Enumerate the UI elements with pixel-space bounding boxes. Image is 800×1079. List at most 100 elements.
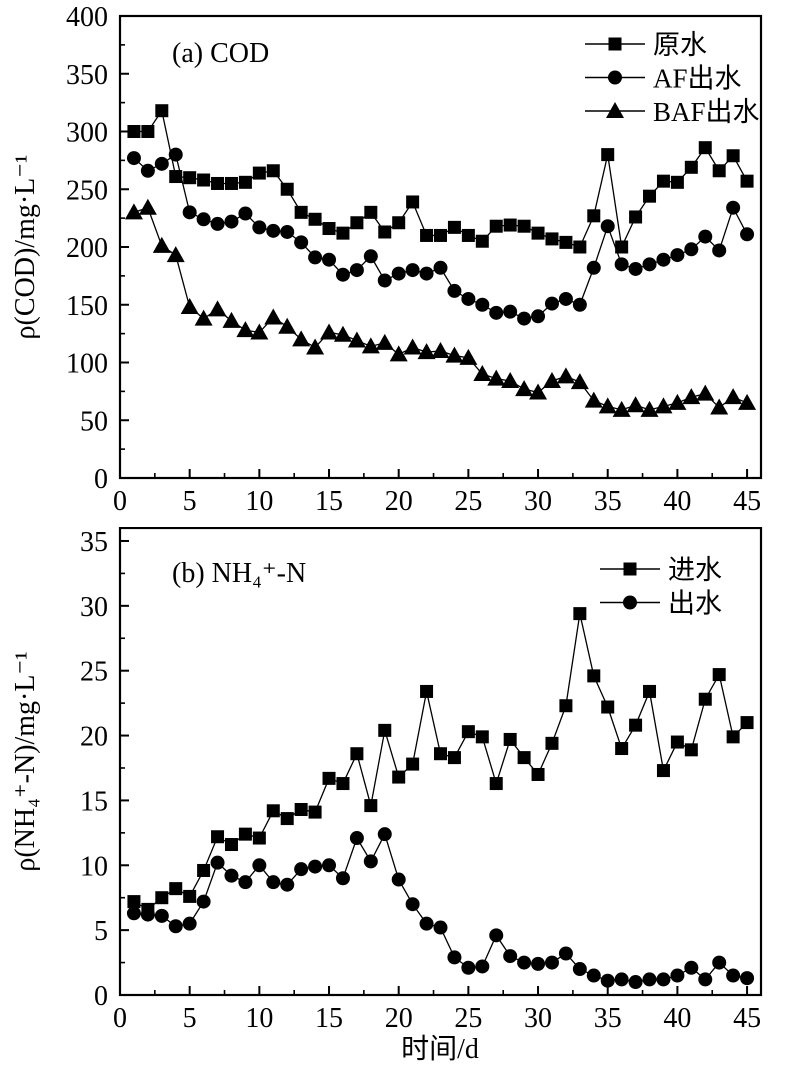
series-point-AF出水: [126, 151, 141, 166]
y-tick-label: 5: [94, 916, 108, 947]
legend-marker-square: [623, 562, 637, 576]
y-tick-label: 50: [80, 406, 108, 437]
series-point-BAF出水: [738, 393, 757, 410]
series-point-出水: [614, 972, 629, 987]
series-point-BAF出水: [208, 300, 227, 317]
series-point-AF出水: [586, 260, 601, 275]
series-point-原水: [698, 141, 712, 155]
series-point-原水: [545, 232, 559, 246]
y-tick-label: 0: [94, 464, 108, 495]
series-point-BAF出水: [445, 346, 464, 363]
series-line-进水: [133, 613, 748, 911]
series-point-出水: [168, 919, 183, 934]
series-point-进水: [280, 812, 294, 826]
series-point-原水: [252, 166, 266, 180]
series-point-原水: [392, 216, 406, 230]
x-tick-label: 5: [183, 1003, 197, 1034]
series-point-原水: [740, 174, 754, 188]
x-tick-label: 0: [113, 486, 127, 517]
series-point-出水: [447, 950, 462, 965]
series-point-原水: [726, 149, 740, 163]
series-point-原水: [712, 164, 726, 178]
series-point-出水: [363, 854, 378, 869]
series-point-AF出水: [433, 260, 448, 275]
series-point-AF出水: [698, 229, 713, 244]
series-point-BAF出水: [529, 383, 548, 400]
series-point-出水: [461, 960, 476, 975]
x-tick-label: 15: [315, 486, 343, 517]
series-point-AF出水: [726, 200, 741, 215]
series-point-进水: [364, 799, 378, 813]
series-point-出水: [558, 946, 573, 961]
series-point-BAF出水: [389, 345, 408, 362]
series-point-BAF出水: [180, 298, 199, 315]
series-point-进水: [183, 889, 197, 903]
series-point-AF出水: [531, 309, 546, 324]
series-point-AF出水: [558, 291, 573, 306]
series-point-进水: [643, 684, 657, 698]
series-point-原水: [434, 228, 447, 242]
series-point-出水: [391, 872, 406, 887]
series-point-原水: [573, 240, 587, 254]
x-tick-label: 35: [594, 1003, 622, 1034]
series-point-进水: [601, 700, 615, 714]
series-point-BAF出水: [584, 391, 603, 408]
y-tick-label: 300: [66, 118, 108, 149]
series-point-出水: [586, 968, 601, 983]
panel-label: (a) COD: [172, 38, 269, 69]
series-point-BAF出水: [570, 373, 589, 390]
series-point-AF出水: [670, 248, 685, 263]
legend-label: 出水: [668, 589, 722, 619]
x-tick-label: 25: [454, 486, 482, 517]
x-tick-label: 20: [385, 486, 413, 517]
series-point-BAF出水: [333, 325, 352, 342]
series-point-AF出水: [656, 252, 671, 267]
series-point-出水: [628, 975, 643, 990]
series-point-原水: [461, 228, 475, 242]
series-point-AF出水: [363, 249, 378, 264]
y-axis-title: ρ(NH₄⁺-N)/mg·L⁻¹: [10, 651, 41, 871]
series-point-出水: [405, 897, 420, 912]
series-point-进水: [434, 747, 447, 761]
series-point-BAF出水: [250, 323, 269, 340]
series-point-进水: [197, 863, 211, 877]
x-tick-label: 20: [385, 1003, 413, 1034]
series-point-出水: [210, 855, 225, 870]
y-tick-label: 30: [80, 592, 108, 623]
series-point-原水: [308, 212, 322, 226]
legend-label: 原水: [653, 30, 707, 60]
series-point-进水: [350, 747, 364, 761]
series-point-AF出水: [628, 261, 643, 276]
series-point-进水: [656, 764, 670, 778]
series-point-原水: [475, 234, 489, 248]
series-point-出水: [475, 959, 490, 974]
series-point-BAF出水: [654, 397, 673, 414]
series-point-BAF出水: [459, 348, 478, 365]
series-point-进水: [169, 882, 183, 896]
series-point-AF出水: [447, 283, 462, 298]
nh4n-chart: 0 5 10 15 20 25 30 35 40 45 0 5 10 15 20 25 30 35 (b) NH₄⁺…: [10, 527, 763, 1065]
series-point-出水: [712, 955, 727, 970]
series-point-出水: [419, 916, 434, 931]
y-tick-label: 100: [66, 349, 108, 380]
series-point-原水: [141, 125, 155, 138]
series-point-BAF出水: [320, 323, 339, 340]
series-point-出水: [684, 960, 699, 975]
series-point-原水: [656, 174, 670, 188]
x-tick-label: 35: [594, 486, 622, 517]
series-point-BAF出水: [431, 341, 450, 358]
series-point-AF出水: [475, 297, 490, 312]
series-point-进水: [238, 827, 252, 841]
panel-label: (b) NH₄⁺-N: [172, 558, 306, 589]
series-point-BAF出水: [236, 321, 255, 338]
y-tick-label: 20: [80, 722, 108, 753]
series-point-出水: [335, 871, 350, 886]
series-point-原水: [531, 226, 545, 240]
series-point-BAF出水: [542, 371, 561, 388]
y-tick-label: 250: [66, 175, 108, 206]
series-point-进水: [322, 771, 336, 785]
series-point-出水: [238, 875, 253, 890]
series-point-原水: [364, 205, 378, 219]
legend-label: 进水: [668, 555, 722, 585]
